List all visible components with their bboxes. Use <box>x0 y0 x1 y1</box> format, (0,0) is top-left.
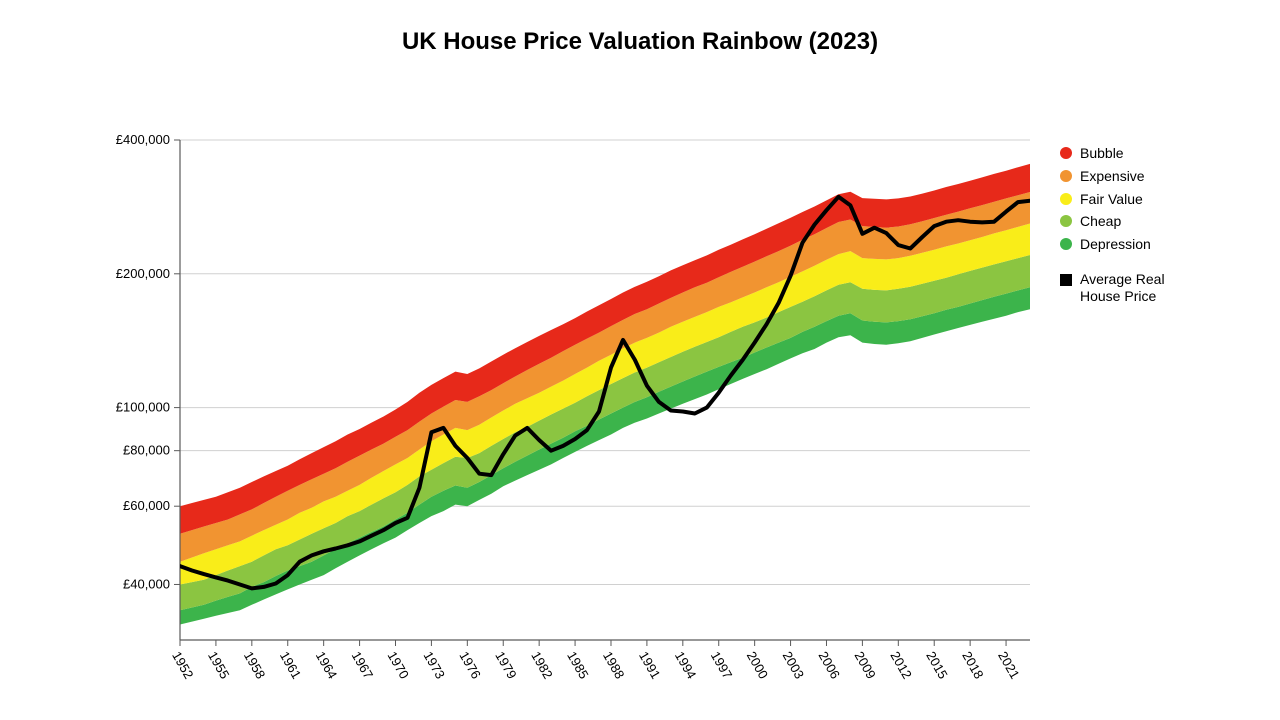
x-tick-label: 2003 <box>780 649 807 682</box>
chart-plot: £40,000 £60,000 £80,000 £100,000 £200,000 £40… <box>0 0 1280 720</box>
x-tick-label: 1982 <box>528 649 555 682</box>
legend-item-fair-value: Fair Value <box>1060 191 1200 208</box>
x-tick-label: 2000 <box>744 649 771 682</box>
legend-swatch <box>1060 274 1072 286</box>
x-tick-label: 2015 <box>923 649 950 682</box>
x-tick-label-group: 1997 <box>708 649 735 682</box>
x-tick-label-group: 1982 <box>528 649 555 682</box>
x-tick-label: 1976 <box>456 649 483 682</box>
x-tick-label-group: 1970 <box>385 649 412 682</box>
x-tick-label-group: 1976 <box>456 649 483 682</box>
legend-label: Fair Value <box>1080 191 1143 208</box>
legend-swatch <box>1060 170 1072 182</box>
x-tick-label-group: 1961 <box>277 649 304 682</box>
legend-swatch <box>1060 238 1072 250</box>
x-tick-label-group: 2015 <box>923 649 950 682</box>
legend-label: Cheap <box>1080 213 1121 230</box>
x-tick-label: 2012 <box>887 649 914 682</box>
y-tick-label: £60,000 <box>123 498 170 513</box>
legend-label: Average Real House Price <box>1080 271 1200 305</box>
legend-item-average-real-house-price: Average Real House Price <box>1060 271 1200 305</box>
x-tick-label-group: 2021 <box>995 649 1022 682</box>
x-tick-label: 1967 <box>349 649 376 682</box>
y-tick-label: £400,000 <box>116 132 170 147</box>
x-tick-label-group: 1991 <box>636 649 663 682</box>
x-tick-label: 1994 <box>672 649 699 682</box>
x-tick-label: 2006 <box>816 649 843 682</box>
x-tick-label-group: 1964 <box>313 649 340 682</box>
x-tick-label-group: 1958 <box>241 649 268 682</box>
legend-label: Depression <box>1080 236 1151 253</box>
legend-swatch <box>1060 147 1072 159</box>
y-tick-label: £100,000 <box>116 400 170 415</box>
x-tick-label: 1952 <box>169 649 196 682</box>
x-tick-label-group: 1973 <box>421 649 448 682</box>
x-tick-label: 1973 <box>421 649 448 682</box>
x-tick-label-group: 1988 <box>600 649 627 682</box>
x-tick-label: 2018 <box>959 649 986 682</box>
x-tick-label-group: 2003 <box>780 649 807 682</box>
legend-item-bubble: Bubble <box>1060 145 1200 162</box>
x-tick-label-group: 1979 <box>492 649 519 682</box>
y-tick-label: £40,000 <box>123 576 170 591</box>
x-tick-label-group: 2018 <box>959 649 986 682</box>
legend-item-expensive: Expensive <box>1060 168 1200 185</box>
x-tick-label-group: 1952 <box>169 649 196 682</box>
x-tick-label-group: 2012 <box>887 649 914 682</box>
x-tick-label: 1997 <box>708 649 735 682</box>
x-tick-label-group: 1955 <box>205 649 232 682</box>
legend-swatch <box>1060 215 1072 227</box>
x-tick-label: 1970 <box>385 649 412 682</box>
legend-item-depression: Depression <box>1060 236 1200 253</box>
x-tick-label: 1985 <box>564 649 591 682</box>
y-tick-label: £80,000 <box>123 443 170 458</box>
x-tick-label: 1964 <box>313 649 340 682</box>
x-tick-label-group: 1994 <box>672 649 699 682</box>
x-tick-label-group: 2006 <box>816 649 843 682</box>
x-tick-label: 1991 <box>636 649 663 682</box>
x-tick-label-group: 2009 <box>851 649 878 682</box>
x-tick-label-group: 2000 <box>744 649 771 682</box>
x-tick-label: 2021 <box>995 649 1022 682</box>
legend-item-cheap: Cheap <box>1060 213 1200 230</box>
chart-legend: Bubble Expensive Fair Value Cheap Depression… <box>1060 145 1200 311</box>
x-tick-label: 1961 <box>277 649 304 682</box>
x-tick-label-group: 1985 <box>564 649 591 682</box>
legend-label: Bubble <box>1080 145 1124 162</box>
x-tick-label: 1988 <box>600 649 627 682</box>
y-tick-label: £200,000 <box>116 266 170 281</box>
x-tick-label: 1958 <box>241 649 268 682</box>
x-tick-label: 1955 <box>205 649 232 682</box>
x-tick-label: 1979 <box>492 649 519 682</box>
x-tick-label: 2009 <box>851 649 878 682</box>
legend-swatch <box>1060 193 1072 205</box>
x-tick-label-group: 1967 <box>349 649 376 682</box>
legend-label: Expensive <box>1080 168 1145 185</box>
